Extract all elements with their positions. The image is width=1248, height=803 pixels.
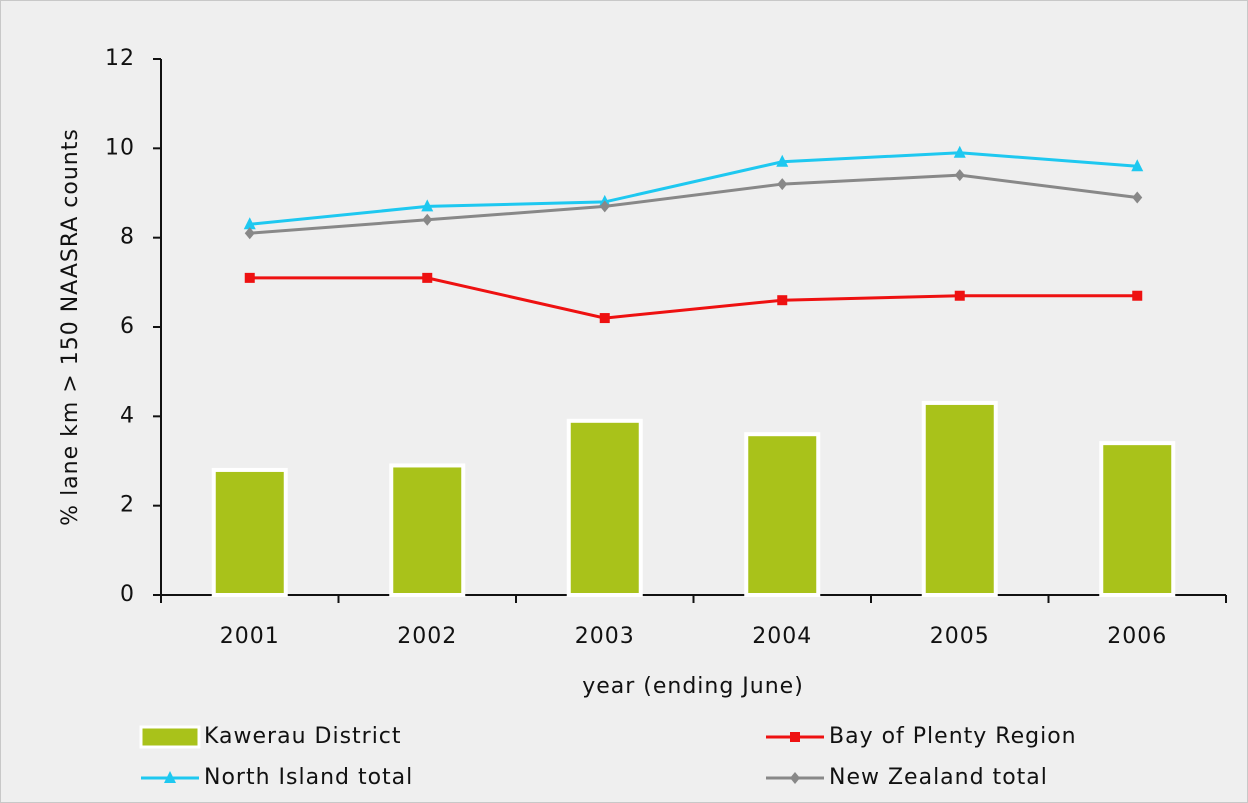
x-tick-label: 2003 <box>575 624 635 649</box>
marker <box>244 272 255 283</box>
marker <box>790 732 800 742</box>
marker <box>954 290 965 301</box>
marker <box>243 217 256 230</box>
legend-label: New Zealand total <box>829 765 1048 790</box>
legend-label: Kawerau District <box>204 724 402 749</box>
marker <box>244 227 255 240</box>
marker <box>1132 191 1143 204</box>
x-tick-label: 2002 <box>397 624 457 649</box>
legend-label: Bay of Plenty Region <box>829 724 1077 749</box>
marker <box>164 771 176 783</box>
bar <box>1099 441 1176 597</box>
y-tick-label: 0 <box>120 582 135 607</box>
bar <box>744 432 821 598</box>
bar <box>389 463 466 598</box>
y-tick-label: 8 <box>120 225 135 250</box>
marker <box>954 169 965 182</box>
marker <box>777 295 788 306</box>
marker <box>953 145 966 158</box>
line <box>249 276 1138 320</box>
bar <box>211 467 288 597</box>
marker <box>776 154 789 167</box>
marker <box>1132 290 1143 301</box>
y-axis-label: % lane km > 150 NAASRA counts <box>58 128 83 526</box>
marker <box>790 772 800 784</box>
y-tick-label: 2 <box>120 493 135 518</box>
bar <box>921 400 998 597</box>
y-tick-label: 4 <box>120 403 135 428</box>
x-tick-label: 2005 <box>930 624 990 649</box>
x-axis-label: year (ending June) <box>582 674 804 699</box>
marker <box>421 199 434 212</box>
bar <box>566 418 643 597</box>
marker <box>422 213 433 226</box>
y-tick-label: 6 <box>120 314 135 339</box>
y-tick-label: 10 <box>105 135 135 160</box>
marker <box>422 272 433 283</box>
line <box>249 173 1138 235</box>
legend-label: North Island total <box>204 765 413 790</box>
x-tick-label: 2001 <box>220 624 280 649</box>
marker <box>1131 159 1144 172</box>
line <box>249 151 1138 226</box>
marker <box>599 200 610 213</box>
x-tick-label: 2006 <box>1107 624 1167 649</box>
legend-swatch <box>139 725 201 749</box>
x-tick-label: 2004 <box>752 624 812 649</box>
y-tick-label: 12 <box>105 46 135 71</box>
marker <box>599 313 610 324</box>
marker <box>777 178 788 191</box>
